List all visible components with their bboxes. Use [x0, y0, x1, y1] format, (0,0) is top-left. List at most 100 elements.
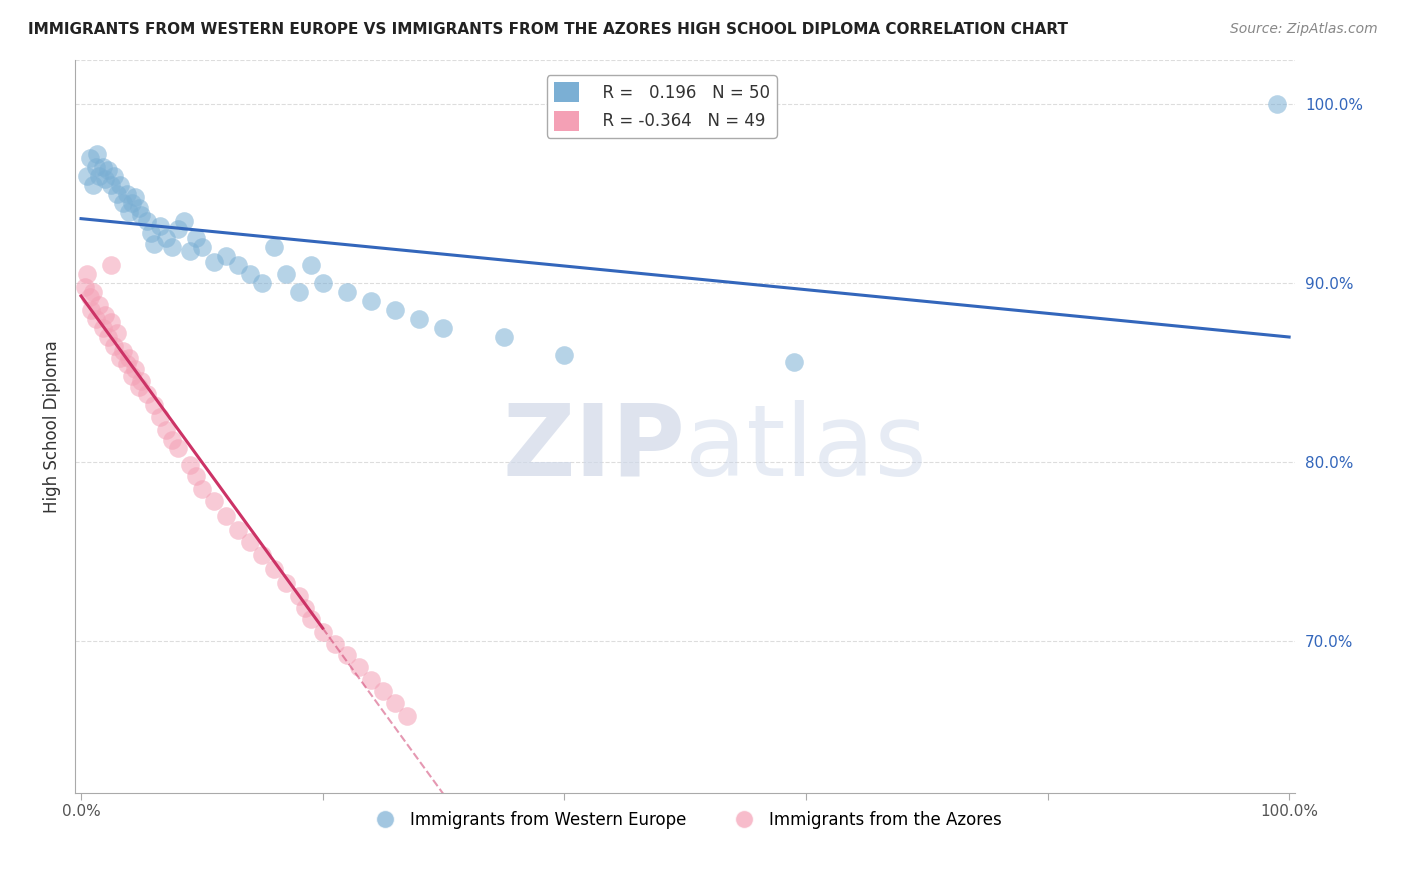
- Point: [118, 351, 141, 366]
- Point: [263, 240, 285, 254]
- Point: [336, 285, 359, 299]
- Point: [287, 285, 309, 299]
- Point: [76, 169, 98, 183]
- Point: [103, 339, 125, 353]
- Point: [86, 147, 108, 161]
- Point: [131, 375, 153, 389]
- Point: [492, 330, 515, 344]
- Point: [226, 523, 249, 537]
- Point: [299, 612, 322, 626]
- Point: [84, 311, 107, 326]
- Point: [160, 434, 183, 448]
- Point: [336, 648, 359, 662]
- Point: [108, 351, 131, 366]
- Point: [76, 267, 98, 281]
- Text: Source: ZipAtlas.com: Source: ZipAtlas.com: [1230, 22, 1378, 37]
- Point: [100, 258, 122, 272]
- Point: [191, 482, 214, 496]
- Point: [142, 398, 165, 412]
- Point: [166, 441, 188, 455]
- Point: [100, 178, 122, 192]
- Point: [360, 293, 382, 308]
- Point: [80, 302, 103, 317]
- Point: [191, 240, 214, 254]
- Point: [155, 231, 177, 245]
- Point: [97, 163, 120, 178]
- Point: [103, 169, 125, 183]
- Point: [124, 190, 146, 204]
- Point: [179, 244, 201, 258]
- Point: [112, 344, 135, 359]
- Legend: Immigrants from Western Europe, Immigrants from the Azores: Immigrants from Western Europe, Immigran…: [361, 805, 1010, 836]
- Point: [148, 410, 170, 425]
- Point: [91, 160, 114, 174]
- Point: [82, 178, 104, 192]
- Point: [124, 362, 146, 376]
- Point: [112, 195, 135, 210]
- Point: [276, 576, 298, 591]
- Point: [82, 285, 104, 299]
- Point: [226, 258, 249, 272]
- Point: [79, 151, 101, 165]
- Point: [384, 696, 406, 710]
- Point: [384, 302, 406, 317]
- Point: [783, 355, 806, 369]
- Point: [215, 249, 238, 263]
- Point: [408, 311, 430, 326]
- Point: [121, 369, 143, 384]
- Point: [118, 204, 141, 219]
- Point: [84, 160, 107, 174]
- Point: [432, 320, 454, 334]
- Point: [115, 186, 138, 201]
- Point: [79, 290, 101, 304]
- Point: [299, 258, 322, 272]
- Point: [173, 213, 195, 227]
- Point: [252, 276, 274, 290]
- Point: [91, 320, 114, 334]
- Point: [108, 178, 131, 192]
- Point: [128, 201, 150, 215]
- Point: [100, 315, 122, 329]
- Point: [115, 357, 138, 371]
- Point: [160, 240, 183, 254]
- Text: ZIP: ZIP: [502, 400, 685, 497]
- Text: IMMIGRANTS FROM WESTERN EUROPE VS IMMIGRANTS FROM THE AZORES HIGH SCHOOL DIPLOMA: IMMIGRANTS FROM WESTERN EUROPE VS IMMIGR…: [28, 22, 1069, 37]
- Point: [136, 387, 159, 401]
- Point: [142, 236, 165, 251]
- Point: [155, 423, 177, 437]
- Point: [239, 535, 262, 549]
- Point: [73, 279, 96, 293]
- Point: [131, 208, 153, 222]
- Point: [202, 494, 225, 508]
- Point: [128, 380, 150, 394]
- Point: [371, 683, 394, 698]
- Point: [263, 562, 285, 576]
- Point: [276, 267, 298, 281]
- Point: [97, 330, 120, 344]
- Point: [166, 222, 188, 236]
- Point: [184, 469, 207, 483]
- Point: [287, 589, 309, 603]
- Point: [184, 231, 207, 245]
- Y-axis label: High School Diploma: High School Diploma: [44, 340, 60, 513]
- Point: [139, 226, 162, 240]
- Point: [311, 624, 333, 639]
- Point: [347, 660, 370, 674]
- Point: [105, 326, 128, 340]
- Point: [94, 172, 117, 186]
- Point: [136, 213, 159, 227]
- Point: [252, 548, 274, 562]
- Point: [94, 308, 117, 322]
- Point: [323, 637, 346, 651]
- Point: [1265, 97, 1288, 112]
- Point: [202, 254, 225, 268]
- Point: [105, 186, 128, 201]
- Point: [396, 708, 419, 723]
- Point: [215, 508, 238, 523]
- Point: [89, 297, 111, 311]
- Text: atlas: atlas: [685, 400, 927, 497]
- Point: [360, 673, 382, 687]
- Point: [89, 169, 111, 183]
- Point: [148, 219, 170, 233]
- Point: [294, 601, 316, 615]
